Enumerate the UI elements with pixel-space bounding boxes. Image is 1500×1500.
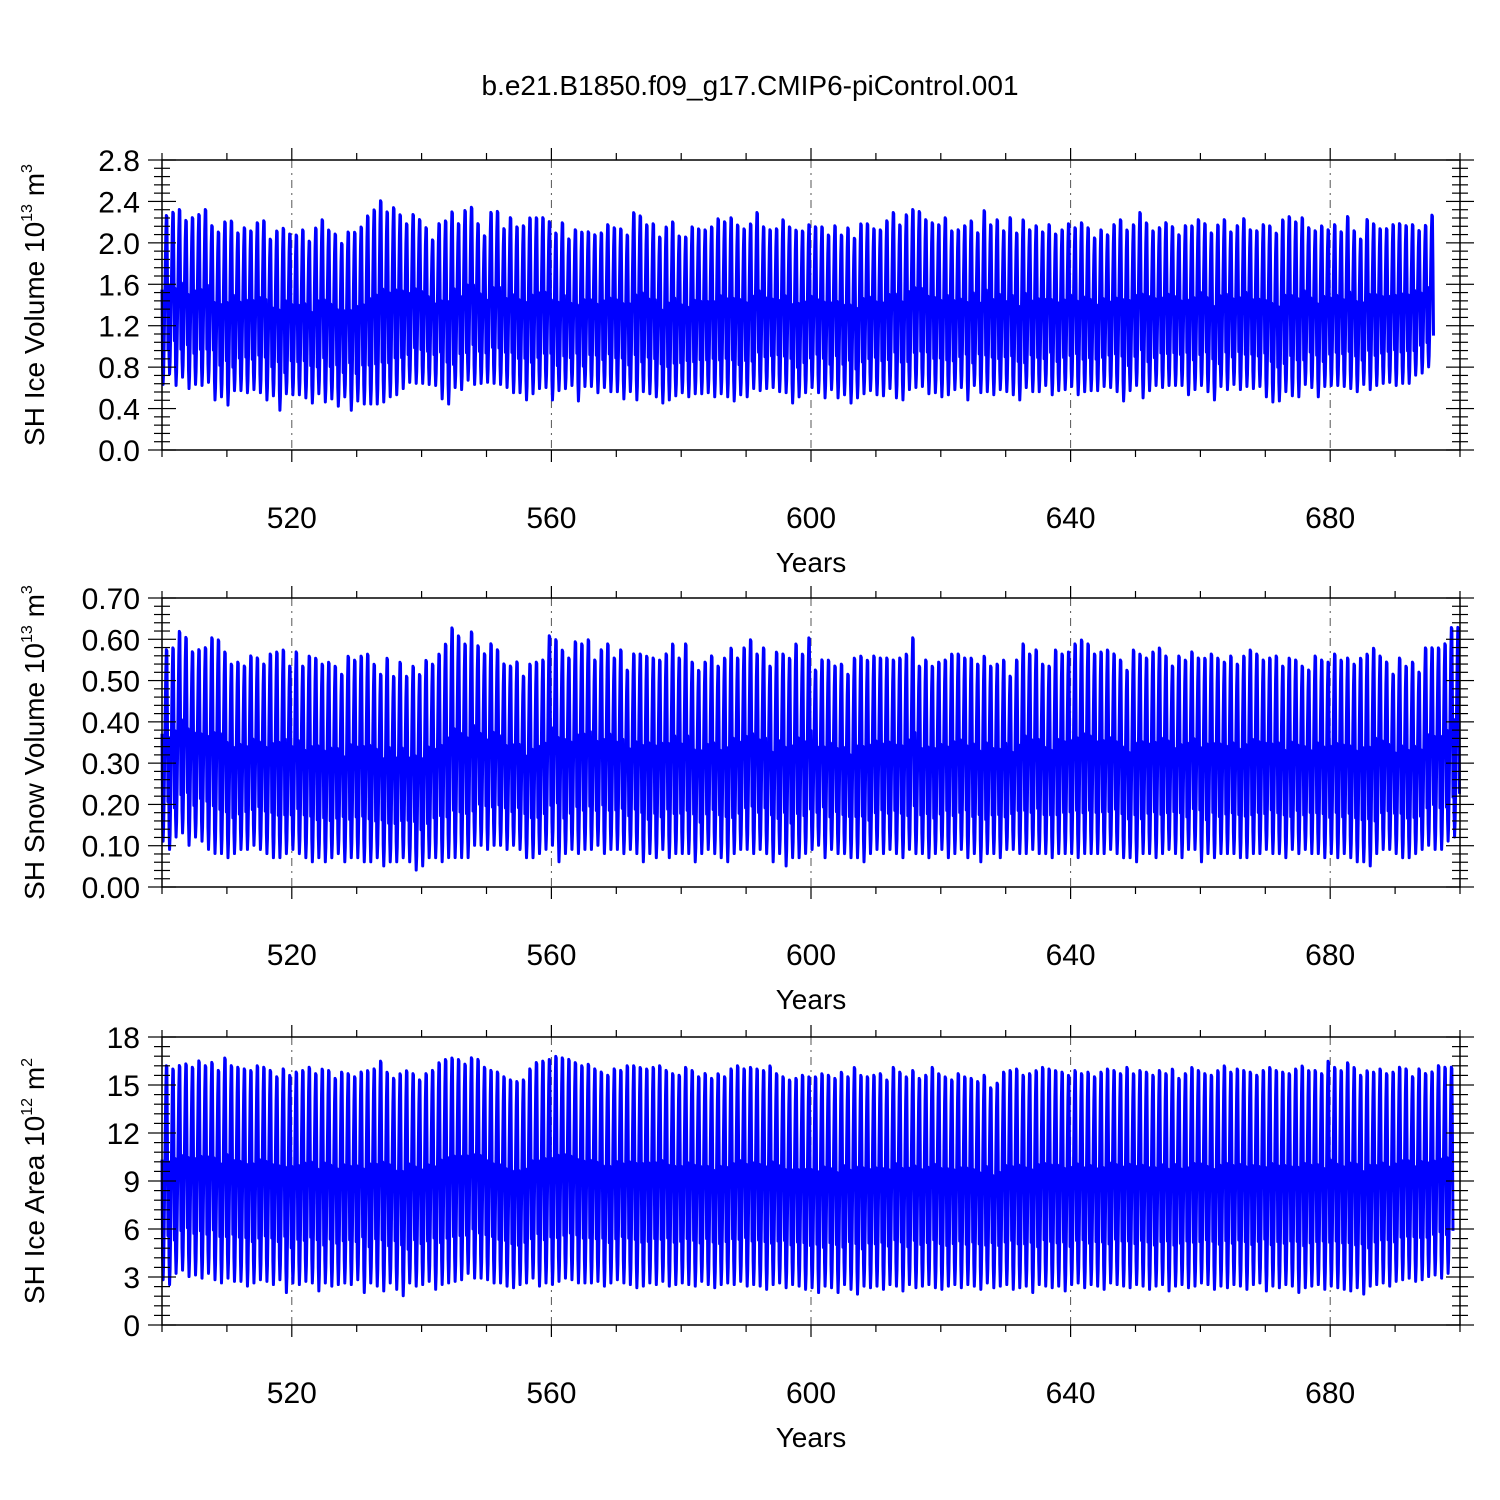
x-tick-label: 560 (526, 1377, 576, 1410)
panel-ice-area: 520 560 600 640 680 Years 0 3 6 9 12 15 18 SH Ice Are… (19, 1022, 1474, 1453)
x-tick-label: 680 (1305, 502, 1355, 535)
x-tick-label: 520 (267, 502, 317, 535)
x-tick-label: 640 (1046, 1377, 1096, 1410)
panel-ice-volume: 520 560 600 640 680 Years 0.0 0.4 0.8 1.2 1.6 2.0 2.… (19, 145, 1474, 578)
x-tick-label: 680 (1305, 1377, 1355, 1410)
y-tick-label: 2.8 (98, 145, 140, 178)
x-axis-label: Years (776, 547, 847, 578)
y-axis-label: SH Ice Area 1012 m2 (19, 1058, 50, 1304)
y-axis-label: SH Snow Volume 1013 m3 (19, 585, 50, 900)
y-tick-label: 0.40 (82, 707, 140, 740)
y-tick-label: 2.0 (98, 228, 140, 261)
x-tick-label: 520 (267, 939, 317, 972)
y-tick-label: 0.20 (82, 789, 140, 822)
x-tick-label: 600 (786, 939, 836, 972)
y-tick-label: 18 (107, 1022, 140, 1055)
y-tick-label: 0.50 (82, 666, 140, 699)
y-tick-label: 1.6 (98, 269, 140, 302)
y-tick-label: 0.4 (98, 394, 140, 427)
y-tick-label: 3 (123, 1262, 140, 1295)
y-tick-label: 0 (123, 1310, 140, 1343)
x-axis-label: Years (776, 1422, 847, 1453)
x-tick-label: 680 (1305, 939, 1355, 972)
x-tick-label: 560 (526, 939, 576, 972)
y-tick-label: 0.30 (82, 748, 140, 781)
x-tick-label: 640 (1046, 502, 1096, 535)
y-tick-label: 1.2 (98, 311, 140, 344)
y-tick-label: 2.4 (98, 186, 140, 219)
x-tick-label: 600 (786, 1377, 836, 1410)
data-series-line (160, 199, 1435, 412)
y-axis-label: SH Ice Volume 1013 m3 (19, 164, 50, 446)
y-tick-label: 0.10 (82, 831, 140, 864)
y-tick-label: 6 (123, 1214, 140, 1247)
y-tick-label: 0.70 (82, 583, 140, 616)
data-series-line (160, 625, 1461, 872)
y-tick-label: 0.00 (82, 872, 140, 905)
data-series-line (160, 1054, 1455, 1298)
x-tick-label: 520 (267, 1377, 317, 1410)
y-tick-label: 9 (123, 1166, 140, 1199)
y-tick-label: 0.8 (98, 352, 140, 385)
x-tick-label: 600 (786, 502, 836, 535)
panel-snow-volume: 520 560 600 640 680 Years 0.00 0.10 0.20 0.30 0.40… (19, 583, 1474, 1015)
x-axis-label: Years (776, 984, 847, 1015)
x-tick-label: 640 (1046, 939, 1096, 972)
y-tick-label: 12 (107, 1118, 140, 1151)
x-tick-label: 560 (526, 502, 576, 535)
figure-title: b.e21.B1850.f09_g17.CMIP6-piControl.001 (481, 70, 1019, 101)
y-tick-label: 0.60 (82, 624, 140, 657)
y-tick-label: 0.0 (98, 435, 140, 468)
y-tick-label: 15 (107, 1070, 140, 1103)
